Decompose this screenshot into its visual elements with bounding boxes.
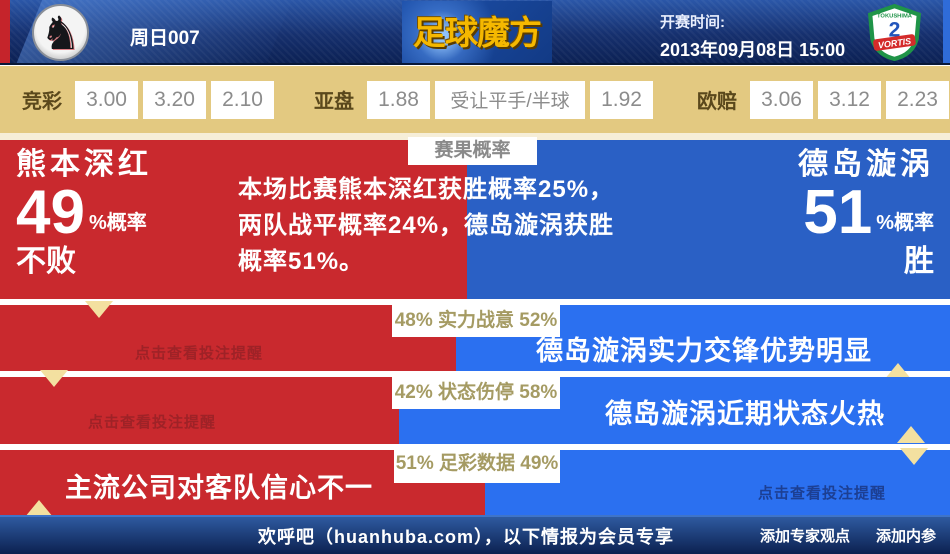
away-outcome-label: 胜 — [904, 245, 934, 278]
summary-line: 两队战平概率24%，德岛漩涡获胜 — [238, 212, 615, 239]
strength-percent-strip: 48% 实力战意 52% — [392, 305, 560, 337]
factor-row-lottery-data: 主流公司对客队信心不一 点击查看投注提醒 51% 足彩数据 49% — [0, 448, 950, 517]
footer-links: 添加专家观点 添加内参 — [760, 525, 936, 546]
odds-group-asian-handicap: 亚盘 1.88 受让平手/半球 1.92 — [314, 80, 653, 119]
home-outcome-label: 不败 — [16, 245, 76, 278]
horse-icon: ♞ — [39, 5, 82, 60]
european-away-odds: 2.23 — [886, 80, 949, 119]
handicap-home-odds: 1.88 — [367, 80, 430, 119]
strength-home-block[interactable]: 点击查看投注提醒 — [0, 301, 456, 371]
down-arrow-icon[interactable] — [900, 448, 928, 483]
odds-label-oupei: 欧赔 — [697, 91, 737, 113]
divider-gap — [0, 133, 950, 140]
form-verdict-text: 德岛漩涡近期状态火热 — [605, 399, 885, 429]
down-arrow-icon[interactable] — [85, 301, 113, 336]
handicap-away-odds: 1.92 — [590, 80, 653, 119]
away-team-crest: TOKUSHIMA 2 VORTIS — [866, 3, 923, 63]
svg-text:TOKUSHIMA: TOKUSHIMA — [877, 14, 913, 20]
odds-group-jingcai: 竞彩 3.00 3.20 2.10 — [22, 80, 274, 119]
add-insider-info-link[interactable]: 添加内参 — [875, 528, 936, 545]
form-home-block[interactable]: 点击查看投注提醒 — [0, 370, 399, 444]
lottery-away-block[interactable]: 点击查看投注提醒 — [484, 448, 950, 515]
brand-logo: 足球魔方 — [413, 14, 542, 51]
shield-icon: TOKUSHIMA 2 VORTIS — [867, 3, 922, 62]
home-percent-value: 49 — [16, 178, 85, 247]
down-arrow-icon[interactable] — [40, 370, 68, 405]
tab-result-probability[interactable]: 赛果概率 — [408, 137, 537, 165]
away-percent-value: 51 — [803, 178, 873, 247]
home-team-name: 熊本深红 — [16, 148, 152, 181]
add-expert-opinion-link[interactable]: 添加专家观点 — [759, 528, 850, 545]
european-draw-odds: 3.12 — [818, 80, 881, 119]
european-home-odds: 3.06 — [750, 80, 813, 119]
summary-line: 本场比赛熊本深红获胜概率25%， — [238, 176, 615, 203]
betting-hint-link[interactable]: 点击查看投注提醒 — [135, 345, 264, 362]
home-team-crest: ♞ — [32, 4, 89, 61]
odds-group-european: 欧赔 3.06 3.12 2.23 — [697, 80, 949, 119]
lottery-percent-strip: 51% 足彩数据 49% — [394, 448, 560, 483]
kickoff-label: 开赛时间: — [660, 14, 725, 31]
odds-bar: 竞彩 3.00 3.20 2.10 亚盘 1.88 受让平手/半球 1.92 欧… — [0, 66, 950, 133]
betting-hint-link[interactable]: 点击查看投注提醒 — [757, 485, 886, 502]
handicap-line: 受让平手/半球 — [435, 80, 585, 119]
away-team-stats: 德岛漩涡 51 %概率 胜 — [798, 146, 934, 282]
betting-hint-link[interactable]: 点击查看投注提醒 — [88, 414, 217, 431]
svg-text:VORTIS: VORTIS — [877, 36, 911, 51]
factor-row-strength: 点击查看投注提醒 德岛漩涡实力交锋优势明显 48% 实力战意 52% — [0, 301, 950, 380]
kickoff-time-block: 开赛时间: 2013年09月08日 15:00 — [660, 11, 845, 62]
form-away-block: 德岛漩涡近期状态火热 — [399, 377, 950, 444]
odds-label-yapan: 亚盘 — [314, 91, 354, 113]
away-percent-unit: %概率 — [876, 212, 934, 234]
up-arrow-icon — [897, 396, 925, 443]
up-arrow-icon — [884, 333, 912, 380]
home-percent-unit: %概率 — [88, 212, 147, 234]
factor-row-form: 点击查看投注提醒 德岛漩涡近期状态火热 42% 状态伤停 58% — [0, 370, 950, 444]
away-probability-block — [467, 140, 950, 299]
jingcai-draw-odds: 3.20 — [143, 80, 206, 119]
site-note-text: 欢呼吧（huanhuba.com），以下情报为会员专享 — [258, 526, 675, 547]
home-probability-block — [0, 140, 467, 299]
odds-label-jingcai: 竞彩 — [22, 91, 62, 113]
away-team-name: 德岛漩涡 — [798, 148, 934, 181]
strength-verdict-text: 德岛漩涡实力交锋优势明显 — [536, 336, 872, 366]
jingcai-away-odds: 2.10 — [211, 80, 274, 119]
lottery-verdict-text: 主流公司对客队信心不一 — [65, 473, 373, 503]
match-round-label: 周日007 — [130, 28, 200, 49]
svg-text:2: 2 — [889, 19, 901, 42]
right-blue-stripe — [943, 0, 950, 63]
brand-panel: 足球魔方 — [402, 1, 552, 63]
header-bar: ♞ 周日007 足球魔方 开赛时间: 2013年09月08日 15:00 TOK… — [0, 0, 950, 65]
home-team-stats: 熊本深红 49 %概率 不败 — [16, 146, 152, 282]
jingcai-home-odds: 3.00 — [75, 80, 138, 119]
match-summary-text: 本场比赛熊本深红获胜概率25%， 两队战平概率24%，德岛漩涡获胜 概率51%。 — [238, 172, 614, 280]
left-red-stripe — [0, 0, 10, 63]
result-probability-section: 赛果概率 熊本深红 49 %概率 不败 德岛漩涡 51 %概率 胜 本场比赛熊本… — [0, 137, 950, 299]
form-percent-strip: 42% 状态伤停 58% — [392, 377, 560, 409]
footer-bar: 欢呼吧（huanhuba.com），以下情报为会员专享 添加专家观点 添加内参 — [0, 515, 950, 554]
kickoff-datetime: 2013年09月08日 15:00 — [660, 40, 846, 60]
summary-line: 概率51%。 — [238, 248, 365, 275]
up-arrow-icon — [25, 470, 53, 517]
